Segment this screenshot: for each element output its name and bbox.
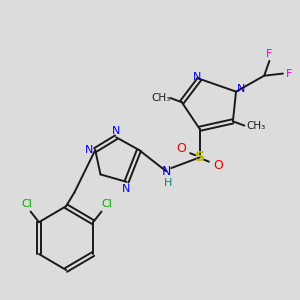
Text: N: N <box>237 85 245 94</box>
Text: F: F <box>266 50 273 59</box>
Text: S: S <box>194 150 205 164</box>
Text: O: O <box>176 142 186 155</box>
Text: Cl: Cl <box>21 199 32 209</box>
Text: N: N <box>85 145 93 155</box>
Text: H: H <box>164 178 172 188</box>
Text: N: N <box>193 72 202 82</box>
Text: O: O <box>213 159 223 172</box>
Text: Cl: Cl <box>101 199 112 209</box>
Text: N: N <box>112 126 120 136</box>
Text: CH₃: CH₃ <box>246 121 266 130</box>
Text: CH₃: CH₃ <box>151 93 171 103</box>
Text: F: F <box>286 69 292 79</box>
Text: N: N <box>161 165 171 178</box>
Text: N: N <box>122 184 131 194</box>
